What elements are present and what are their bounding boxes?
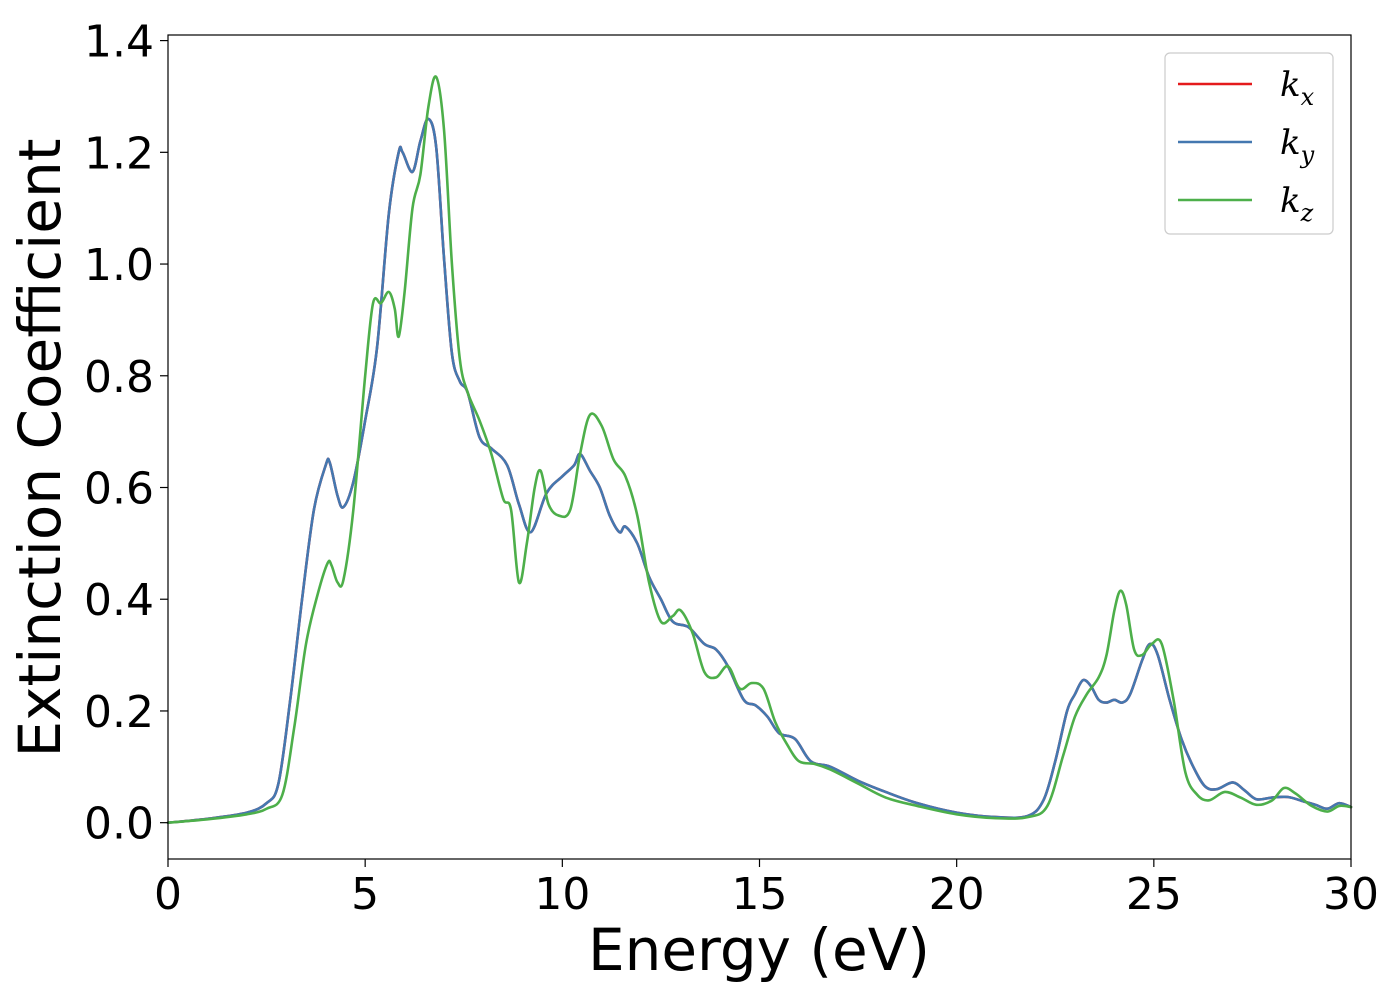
y-axis-ticks: 0.0 0.2 0.4 0.6 0.8 1.0 1.2 1.4: [84, 17, 168, 850]
legend-label-x: kx: [1280, 65, 1315, 111]
series-line-z: [166, 75, 1353, 824]
y-tick-label: 0.0: [84, 799, 154, 850]
x-tick-label: 0: [154, 869, 182, 920]
x-tick-label: 25: [1126, 869, 1182, 920]
y-axis-title: Extinction Coefficient: [6, 139, 74, 758]
x-tick-label: 10: [534, 869, 590, 920]
y-tick-label: 0.6: [84, 464, 154, 515]
legend-box: [1164, 52, 1334, 235]
series-lines: [166, 75, 1353, 824]
x-tick-label: 20: [929, 869, 985, 920]
legend-label-y: ky: [1280, 123, 1315, 169]
x-axis-ticks: 0 5 10 15 20 25 30: [154, 859, 1379, 920]
y-tick-label: 0.8: [84, 352, 154, 403]
x-axis-title: Energy (eV): [588, 916, 930, 984]
y-tick-label: 1.4: [84, 17, 154, 68]
legend: kx ky kz: [1164, 52, 1334, 235]
series-line-y: [166, 117, 1353, 824]
x-tick-label: 5: [351, 869, 379, 920]
y-tick-label: 1.0: [84, 240, 154, 291]
y-tick-label: 0.4: [84, 575, 154, 626]
x-tick-label: 30: [1323, 869, 1379, 920]
y-tick-label: 1.2: [84, 128, 154, 179]
y-tick-label: 0.2: [84, 687, 154, 738]
legend-label-z: kz: [1280, 181, 1314, 227]
x-tick-label: 15: [732, 869, 788, 920]
